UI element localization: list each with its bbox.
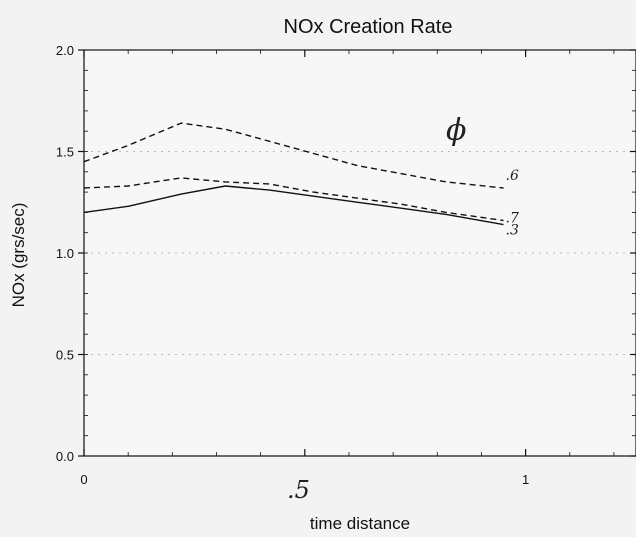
series-end-label-1: .7 (506, 211, 519, 227)
y-tick-label: 0.0 (56, 449, 74, 464)
x-axis-label: time distance (310, 514, 410, 533)
y-tick-label: 0.5 (56, 348, 74, 363)
series-line-1 (83, 177, 504, 222)
x-midpoint-annotation: .5 (287, 476, 310, 504)
x-tick-label: 1 (522, 472, 529, 487)
series-end-label-0: .6 (506, 168, 519, 184)
y-tick-label: 2.0 (56, 43, 74, 58)
series-line-0 (83, 122, 504, 189)
chart-title: NOx Creation Rate (284, 16, 453, 38)
phi-annotation: ϕ (446, 113, 466, 148)
x-tick-label: 0 (80, 472, 87, 487)
y-tick-label: 1.0 (56, 246, 74, 261)
y-axis-label: NOx (grs/sec) (9, 203, 28, 308)
series-end-label-2: .3 (506, 223, 519, 239)
series-line-2 (83, 185, 504, 226)
y-tick-label: 1.5 (56, 145, 74, 160)
